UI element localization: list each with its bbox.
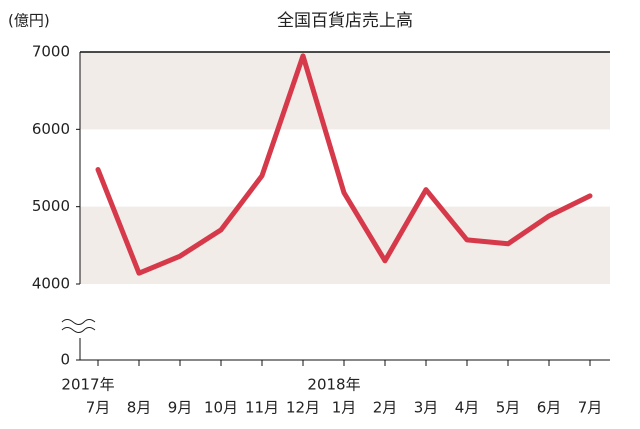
y-tick-label: 0	[60, 351, 70, 369]
x-tick-label: 7月	[86, 399, 111, 417]
x-tick-label: 10月	[204, 399, 238, 417]
x-tick-label: 9月	[168, 399, 193, 417]
x-tick-label: 11月	[245, 399, 279, 417]
y-tick-label: 6000	[32, 120, 70, 138]
band	[80, 52, 610, 130]
x-tick-label: 8月	[127, 399, 152, 417]
y-tick-label: 4000	[32, 275, 70, 293]
chart-title: 全国百貨店売上高	[277, 11, 413, 31]
y-axis-label: (億円)	[8, 12, 50, 30]
year-label: 2017年	[61, 376, 114, 394]
x-tick-label: 5月	[496, 399, 521, 417]
y-tick-label: 7000	[32, 43, 70, 61]
x-tick-label: 7月	[578, 399, 603, 417]
line	[95, 53, 593, 276]
x-tick-label: 2月	[373, 399, 398, 417]
x-tick-label: 3月	[414, 399, 439, 417]
axis-break	[61, 327, 96, 333]
x-tick-label: 1月	[332, 399, 357, 417]
x-tick-label: 12月	[286, 399, 320, 417]
year-label: 2018年	[307, 376, 360, 394]
band	[80, 206, 610, 284]
x-tick-label: 6月	[537, 399, 562, 417]
axis-break	[61, 319, 96, 325]
x-tick-label: 4月	[455, 399, 480, 417]
y-tick-label: 5000	[32, 197, 70, 215]
